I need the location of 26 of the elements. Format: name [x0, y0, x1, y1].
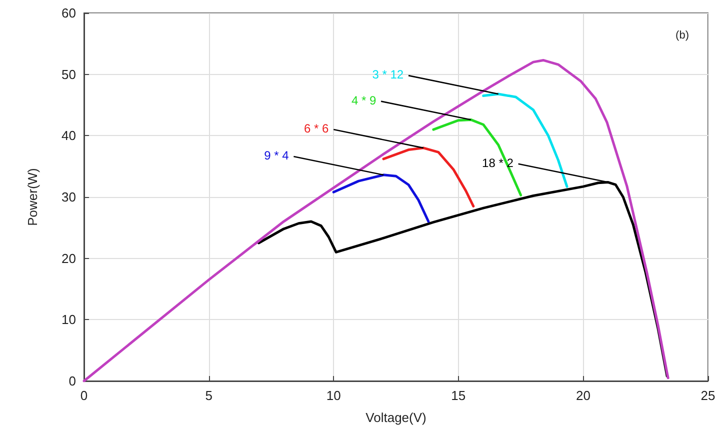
text: 4 * 9 [351, 93, 376, 108]
line-series [82, 58, 670, 382]
line-series [432, 118, 522, 196]
x-tick-label: 5 [205, 388, 212, 403]
x-tick-label: 0 [80, 388, 88, 403]
x-tick-label: 15 [451, 388, 466, 403]
y-tick-label: 50 [62, 66, 76, 82]
annotation: (b) [676, 30, 690, 42]
x-tick-label: 10 [326, 388, 341, 403]
line-series [382, 146, 475, 208]
y-tick-label: 40 [62, 128, 76, 144]
line-series [332, 174, 430, 223]
text: 6 * 6 [304, 122, 330, 136]
line-series [482, 92, 568, 188]
y-tick-label: 60 [62, 6, 76, 20]
text: 18 * 2 [482, 156, 514, 170]
y-tick-label: 0 [68, 374, 76, 388]
y-tick-label: 10 [62, 312, 76, 328]
y-axis-title: Power(W) [25, 168, 40, 226]
y-tick-label: 20 [62, 250, 76, 266]
x-tick-label: 20 [576, 388, 590, 403]
x-tick-label: 25 [700, 388, 716, 403]
text: 9 * 4 [264, 148, 290, 163]
text: 3 * 12 [372, 68, 404, 82]
y-tick-label: 30 [62, 190, 76, 204]
x-axis-title: Voltage(V) [366, 410, 426, 425]
